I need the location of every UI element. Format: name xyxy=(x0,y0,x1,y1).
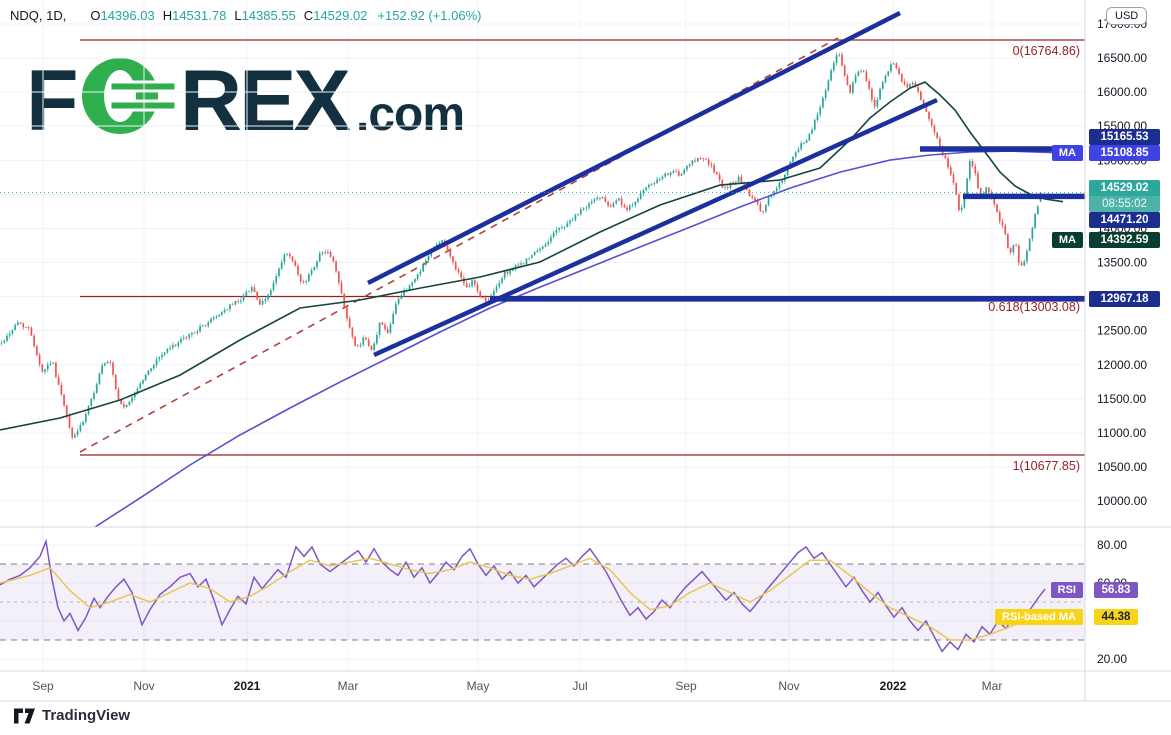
ma-fast-line[interactable] xyxy=(0,81,1064,431)
ohlc-open: O14396.03 xyxy=(90,8,155,23)
price-tag-15165.53: 15165.53 xyxy=(1089,129,1160,145)
fib-level-label: 0.618(13003.08) xyxy=(988,300,1080,314)
price-tag-12967.18: 12967.18 xyxy=(1089,291,1160,307)
currency-toggle-badge[interactable]: USD xyxy=(1106,7,1148,25)
time-axis[interactable]: Sep Nov 2021 Mar May Jul Sep Nov 2022 Mar xyxy=(32,679,1002,693)
time-axis-label: Nov xyxy=(133,679,154,693)
time-axis-label: Jul xyxy=(572,679,587,693)
rsi-label: RSI xyxy=(1050,582,1083,598)
symbol-header: NDQ, 1D, O14396.03 H14531.78 L14385.55 C… xyxy=(10,8,482,23)
rsi-tag-44.38: 44.38 xyxy=(1094,609,1138,625)
price-axis-label: 11500.00 xyxy=(1097,392,1146,406)
price-axis-label: 16500.00 xyxy=(1097,51,1147,65)
ma-slow-line[interactable] xyxy=(94,150,1064,528)
price-tag-14471.20: 14471.20 xyxy=(1089,212,1160,228)
price-axis-label: 10500.00 xyxy=(1097,460,1147,474)
time-axis-label: 2022 xyxy=(880,679,907,693)
price-tag-14529.02: 14529.02 08:55:02 xyxy=(1089,180,1160,212)
price-axis-label: 11000.00 xyxy=(1097,426,1146,440)
change-value: +152.92 (+1.06%) xyxy=(377,8,482,23)
rsi-axis-label: 80.00 xyxy=(1097,538,1127,552)
time-axis-label: Mar xyxy=(982,679,1003,693)
grid-lines xyxy=(0,0,1085,671)
rsi-based-ma-label: RSI-based MA xyxy=(995,609,1083,625)
price-axis[interactable]: 17000.0016500.0016000.0015500.0015000.00… xyxy=(1097,17,1147,666)
tradingview-logo-text: TradingView xyxy=(42,707,131,724)
price-axis-label: 10000.00 xyxy=(1097,494,1147,508)
rsi-ma-line[interactable] xyxy=(0,557,1046,641)
ma-label: MA xyxy=(1051,232,1083,248)
rsi-axis-label: 20.00 xyxy=(1097,652,1127,666)
price-axis-label: 16000.00 xyxy=(1097,85,1147,99)
tradingview-logo-icon xyxy=(14,708,35,723)
ohlc-close: C14529.02 xyxy=(303,8,368,23)
ma-label: MA xyxy=(1051,145,1083,161)
price-axis-label: 12000.00 xyxy=(1097,358,1147,372)
time-axis-label: Sep xyxy=(675,679,697,693)
time-axis-label: 2021 xyxy=(234,679,261,693)
time-axis-label: Mar xyxy=(338,679,359,693)
tradingview-attribution[interactable]: TradingView xyxy=(14,707,130,724)
rsi-line[interactable] xyxy=(0,538,1046,653)
price-tag-15108.85: 15108.85 xyxy=(1089,145,1160,161)
time-axis-label: May xyxy=(467,679,490,693)
symbol-title[interactable]: NDQ, 1D, xyxy=(10,8,67,23)
price-axis-label: 12500.00 xyxy=(1097,324,1147,338)
price-tag-14392.59: 14392.59 xyxy=(1089,232,1160,248)
rsi-tag-56.83: 56.83 xyxy=(1094,582,1138,598)
candles-series xyxy=(0,51,1042,440)
forex-logo-o-icon xyxy=(82,58,178,134)
fib-level-label: 1(10677.85) xyxy=(1012,459,1080,473)
fib-level-label: 0(16764.86) xyxy=(1012,44,1080,58)
forex-logo-com: .com xyxy=(356,88,464,140)
price-axis-label: 13500.00 xyxy=(1097,256,1147,270)
channel-drawings[interactable] xyxy=(366,10,1085,358)
ohlc-low: L14385.55 xyxy=(234,8,296,23)
pane-borders xyxy=(0,0,1171,702)
ohlc-high: H14531.78 xyxy=(162,8,227,23)
time-axis-label: Nov xyxy=(778,679,799,693)
time-axis-label: Sep xyxy=(32,679,54,693)
